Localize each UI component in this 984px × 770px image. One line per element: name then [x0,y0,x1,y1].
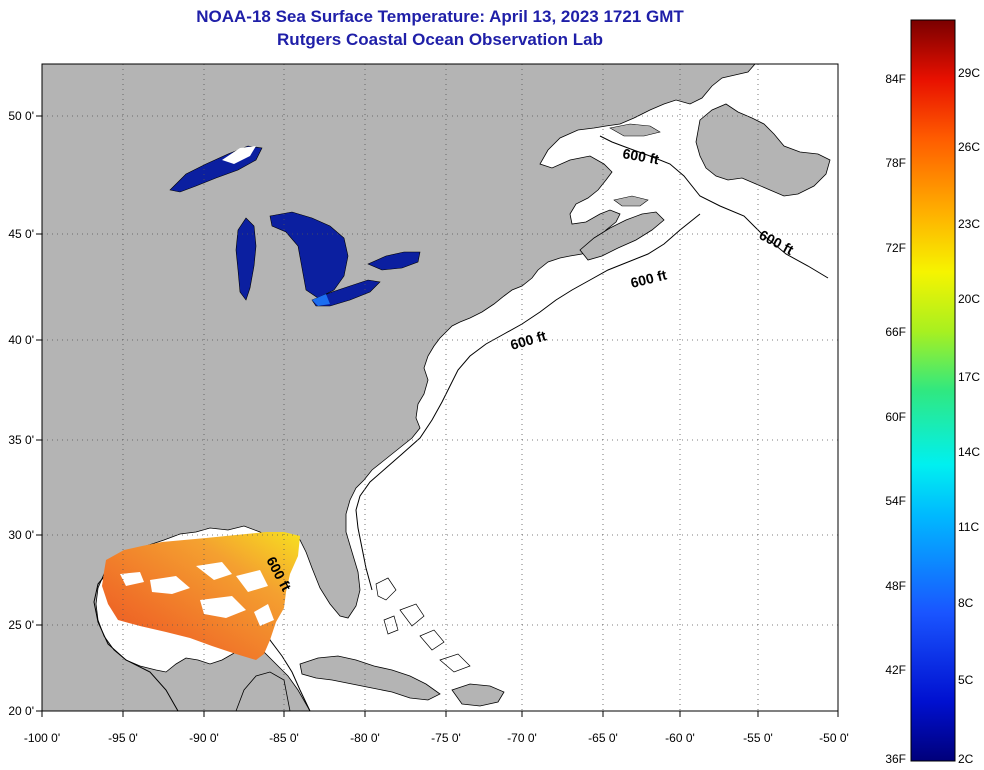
lon-label: -75 0' [431,731,461,745]
lat-label: 20 0' [8,704,34,718]
bahamas-islands [375,577,471,673]
lon-label: -50 0' [819,731,849,745]
colorbar-c-label: 8C [958,596,974,610]
colorbar-c-label: 11C [958,520,979,534]
colorbar-f-labels: 84F 78F 72F 66F 60F 54F 48F 42F 36F [885,72,906,766]
lon-label: -70 0' [507,731,537,745]
isobath-label: 600 ft [621,145,660,167]
map-frame [41,63,839,712]
frame-ticks [36,115,839,717]
map-subtitle: Rutgers Coastal Ocean Observation Lab [277,30,603,49]
colorbar [910,19,956,762]
colorbar-f-label: 48F [885,579,906,593]
lake-michigan [235,217,257,301]
anticosti-island [609,123,661,137]
lake-superior-ice [222,146,256,164]
lon-label: -100 0' [24,731,60,745]
lat-label: 30 0' [8,528,34,542]
lat-label: 45 0' [8,227,34,241]
nova-scotia-land [579,211,665,261]
colorbar-c-labels: 29C 26C 23C 20C 17C 14C 11C 8C 5C 2C [958,66,980,766]
newfoundland-land [695,103,831,197]
latitude-labels: 50 0' 45 0' 40 0' 35 0' 30 0' 25 0' 20 0… [8,109,34,718]
lon-label: -85 0' [269,731,299,745]
colorbar-f-label: 36F [885,752,906,766]
map-title: NOAA-18 Sea Surface Temperature: April 1… [196,7,684,26]
lat-label: 25 0' [8,618,34,632]
colorbar-c-label: 2C [958,752,974,766]
lake-erie-warm [312,294,330,306]
lat-label: 35 0' [8,433,34,447]
lake-erie [311,279,381,307]
colorbar-c-label: 17C [958,370,980,384]
colorbar-c-label: 23C [958,217,980,231]
lon-label: -90 0' [189,731,219,745]
lake-ontario [367,251,421,271]
lat-label: 50 0' [8,109,34,123]
colorbar-c-label: 26C [958,140,980,154]
colorbar-f-label: 78F [885,156,906,170]
lon-label: -95 0' [108,731,138,745]
longitude-labels: -100 0' -95 0' -90 0' -85 0' -80 0' -75 … [24,731,849,745]
colorbar-f-label: 84F [885,72,906,86]
colorbar-c-label: 29C [958,66,980,80]
lon-label: -55 0' [743,731,773,745]
gulf-sst-swath [102,532,300,660]
yucatan-land [235,671,291,711]
cuba-land [299,655,441,701]
colorbar-f-label: 72F [885,241,906,255]
cloud-gaps [120,562,274,626]
colorbar-c-label: 20C [958,292,980,306]
colorbar-f-label: 60F [885,410,906,424]
lon-label: -80 0' [350,731,380,745]
lat-label: 40 0' [8,333,34,347]
colorbar-f-label: 54F [885,494,906,508]
lon-label: -60 0' [665,731,695,745]
lon-label: -65 0' [588,731,618,745]
colorbar-f-label: 42F [885,663,906,677]
pei-island [613,195,649,207]
colorbar-c-label: 14C [958,445,980,459]
hispaniola-land [451,683,505,707]
colorbar-c-label: 5C [958,673,974,687]
lake-huron [269,211,349,299]
great-lakes [169,145,421,307]
colorbar-f-label: 66F [885,325,906,339]
